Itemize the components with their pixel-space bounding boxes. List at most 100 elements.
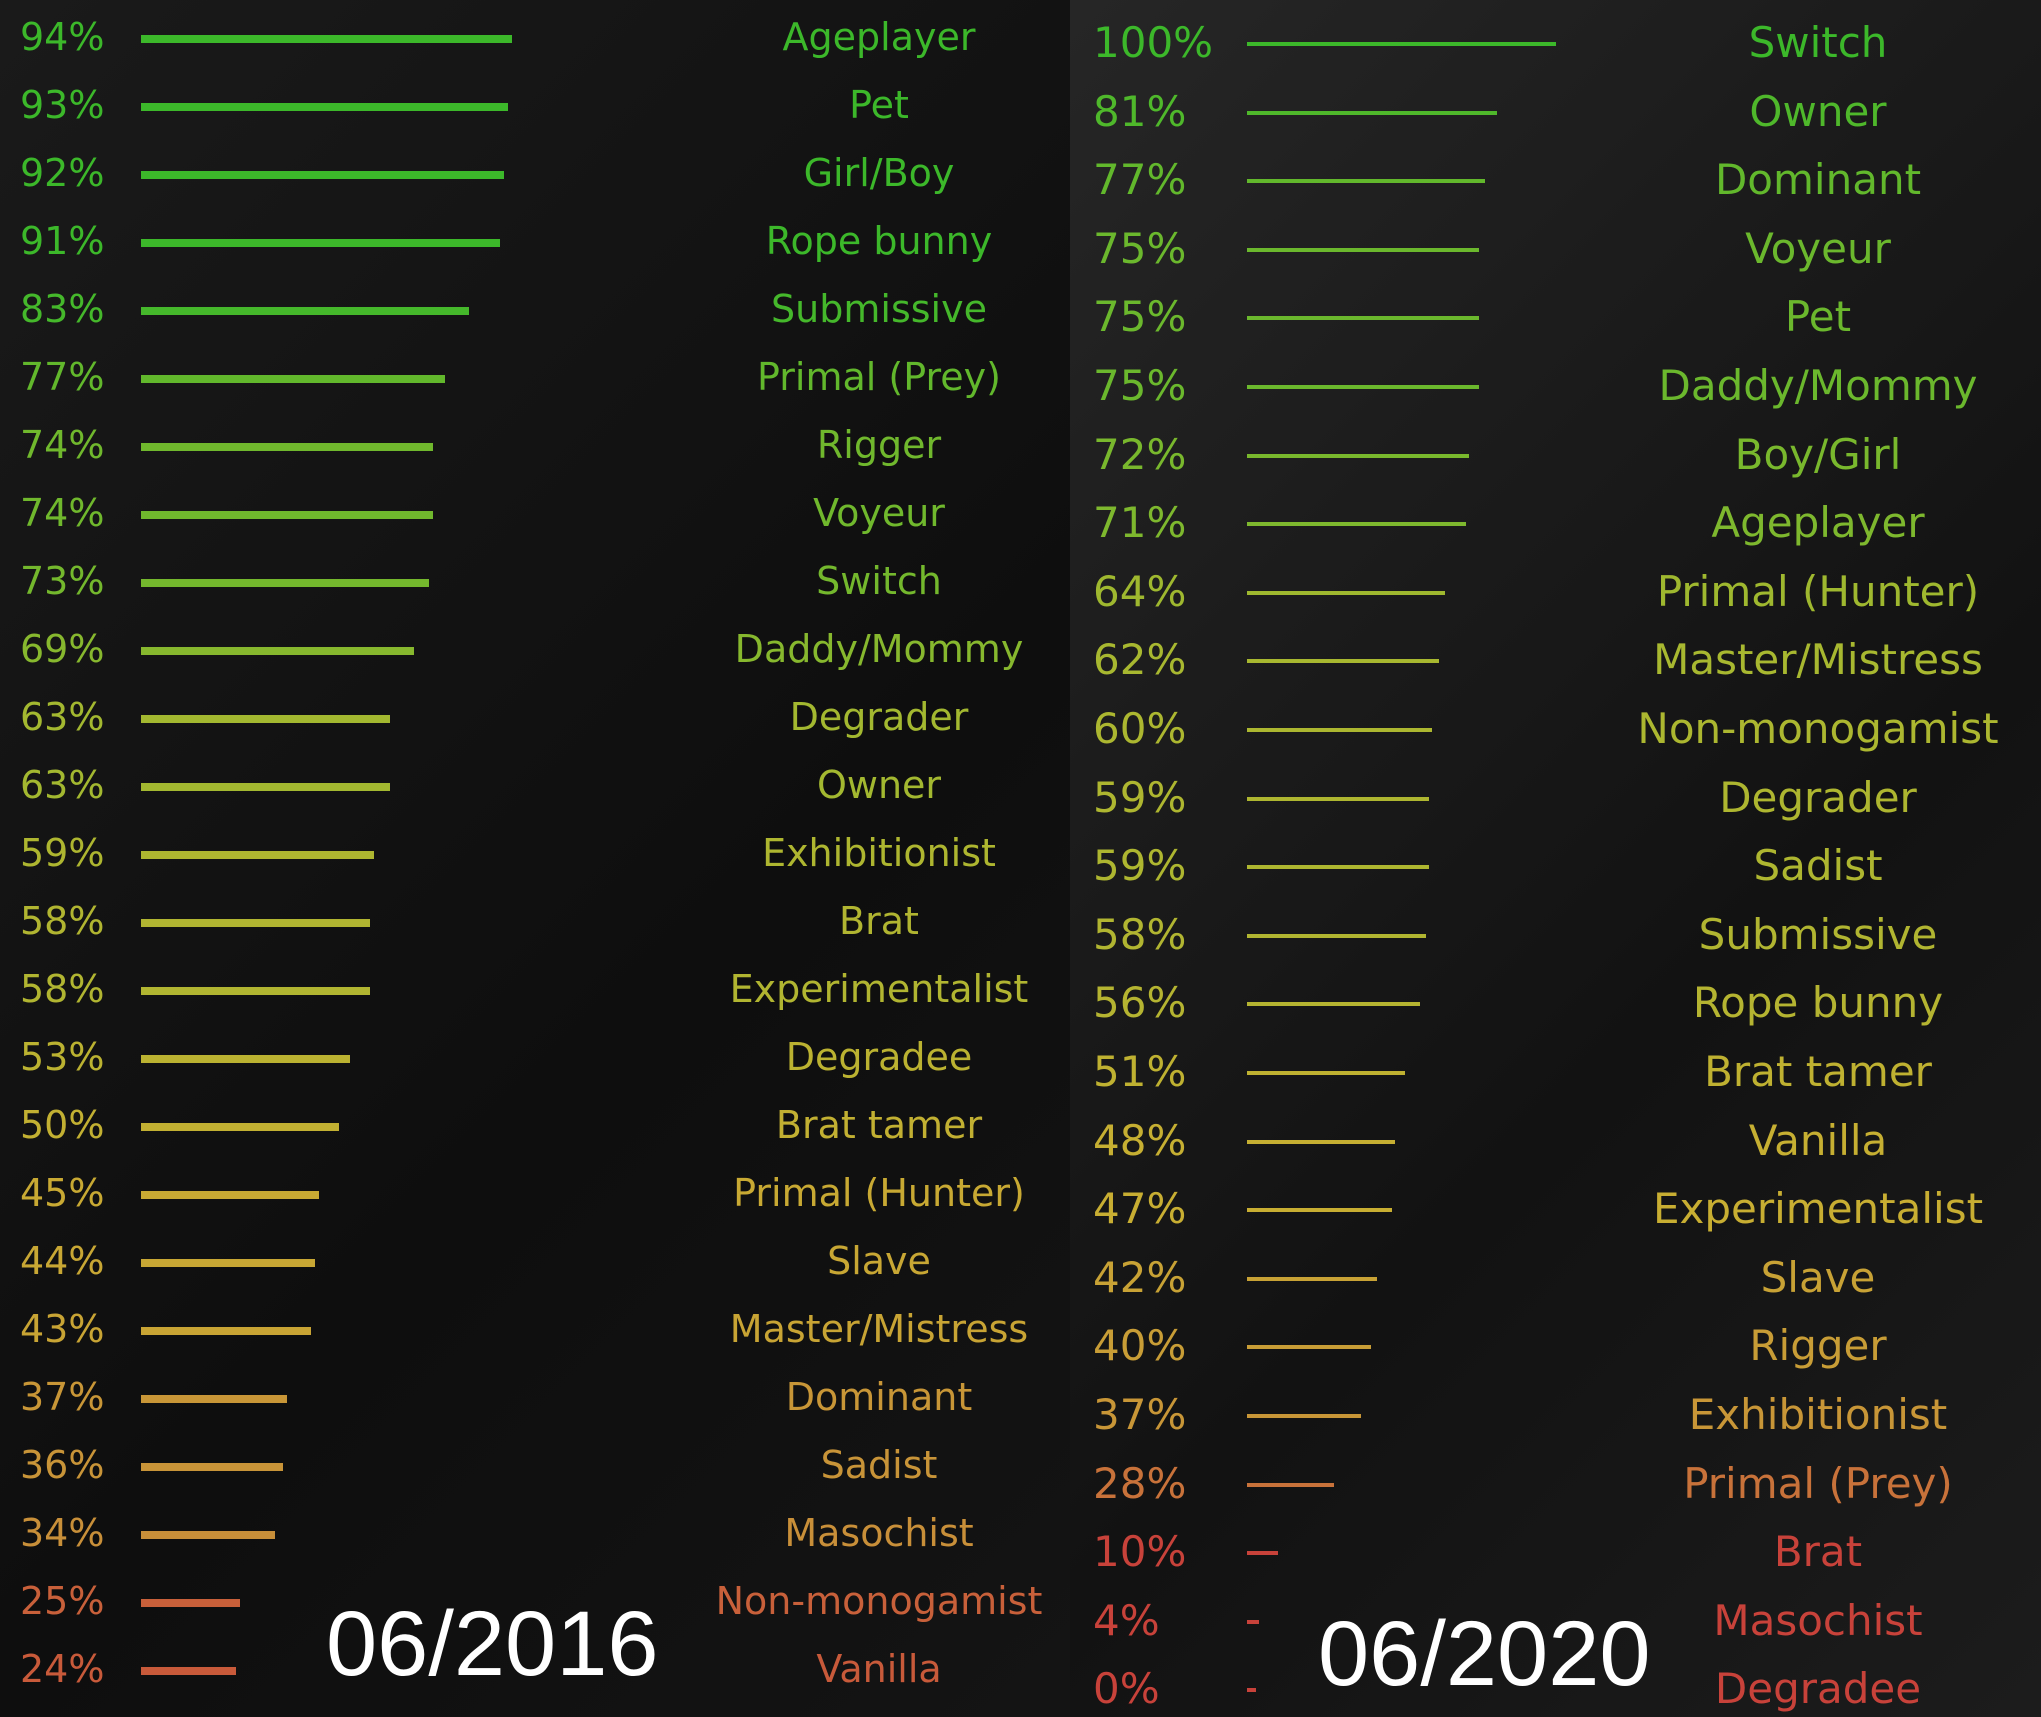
value-label: 45% bbox=[20, 1171, 105, 1216]
bar bbox=[141, 239, 501, 247]
chart-title-2016: 06/2016 bbox=[326, 1593, 659, 1695]
bar bbox=[141, 35, 513, 43]
bar bbox=[141, 1395, 288, 1403]
bar bbox=[141, 375, 446, 383]
category-label: Ageplayer bbox=[782, 15, 976, 60]
bar bbox=[1247, 110, 1498, 115]
value-label: 71% bbox=[1093, 498, 1187, 548]
category-label: Pet bbox=[1784, 292, 1852, 342]
chart-2020: 100% Switch 81% Owner 77% Dominant 75% Voyeur 75… bbox=[1070, 0, 2041, 1717]
category-label: Rope bunny bbox=[1692, 978, 1944, 1028]
value-label: 100% bbox=[1093, 17, 1214, 67]
value-label: 10% bbox=[1093, 1527, 1187, 1577]
value-label: 4% bbox=[1093, 1595, 1160, 1645]
category-label: Voyeur bbox=[813, 491, 945, 536]
category-label: Dominant bbox=[785, 1375, 973, 1420]
bar bbox=[141, 1259, 315, 1267]
category-label: Rigger bbox=[816, 423, 942, 468]
category-label: Exhibitionist bbox=[1688, 1389, 1948, 1439]
category-label: Experimentalist bbox=[729, 967, 1029, 1012]
bar bbox=[1247, 590, 1445, 595]
value-label: 64% bbox=[1093, 566, 1187, 616]
value-label: 93% bbox=[20, 83, 105, 128]
chart-title-2020: 06/2020 bbox=[1318, 1603, 1651, 1705]
value-label: 75% bbox=[1093, 360, 1187, 410]
category-label: Boy/Girl bbox=[1734, 429, 1902, 479]
value-label: 44% bbox=[20, 1239, 105, 1284]
category-label: Sadist bbox=[820, 1443, 938, 1488]
category-label: Voyeur bbox=[1745, 223, 1891, 273]
value-label: 25% bbox=[20, 1579, 105, 1624]
bar bbox=[141, 783, 390, 791]
category-label: Masochist bbox=[784, 1511, 974, 1556]
bar bbox=[1247, 728, 1433, 732]
bar bbox=[1247, 453, 1470, 458]
bar bbox=[141, 1191, 319, 1199]
bar bbox=[141, 715, 390, 723]
category-label: Exhibitionist bbox=[762, 831, 996, 876]
value-label: 81% bbox=[1093, 86, 1187, 136]
value-label: 74% bbox=[20, 491, 105, 536]
value-label: 75% bbox=[1093, 292, 1187, 342]
category-label: Vanilla bbox=[1748, 1115, 1888, 1165]
value-label: 42% bbox=[1093, 1252, 1187, 1302]
category-label: Rope bunny bbox=[765, 219, 993, 264]
value-label: 59% bbox=[20, 831, 105, 876]
category-label: Experimentalist bbox=[1652, 1184, 1984, 1234]
value-label: 77% bbox=[1093, 155, 1187, 205]
value-label: 83% bbox=[20, 287, 105, 332]
bar bbox=[1247, 247, 1479, 252]
category-label: Masochist bbox=[1713, 1595, 1923, 1645]
category-label: Primal (Prey) bbox=[757, 355, 1001, 400]
value-label: 28% bbox=[1093, 1458, 1187, 1508]
bar bbox=[141, 1327, 311, 1335]
value-label: 75% bbox=[1093, 223, 1187, 273]
category-label: Submissive bbox=[1698, 909, 1938, 959]
bar bbox=[1247, 1002, 1421, 1007]
category-label: Degrader bbox=[1719, 772, 1917, 822]
value-label: 40% bbox=[1093, 1321, 1187, 1371]
value-label: 47% bbox=[1093, 1184, 1187, 1234]
bar bbox=[141, 1667, 236, 1675]
value-label: 77% bbox=[20, 355, 105, 400]
category-label: Master/Mistress bbox=[729, 1307, 1029, 1352]
value-label: 69% bbox=[20, 627, 105, 672]
value-label: 51% bbox=[1093, 1046, 1187, 1096]
bar bbox=[1247, 42, 1556, 46]
value-label: 43% bbox=[20, 1307, 105, 1352]
bar bbox=[141, 987, 371, 995]
category-label: Slave bbox=[827, 1239, 931, 1284]
value-label: 63% bbox=[20, 763, 105, 808]
bar bbox=[141, 443, 434, 451]
value-label: 92% bbox=[20, 151, 105, 196]
category-label: Degrader bbox=[789, 695, 969, 740]
category-label: Switch bbox=[816, 559, 942, 604]
value-label: 37% bbox=[1093, 1389, 1187, 1439]
bar bbox=[141, 307, 469, 315]
value-label: 48% bbox=[1093, 1115, 1187, 1165]
category-label: Degradee bbox=[785, 1035, 973, 1080]
bar bbox=[1247, 796, 1430, 801]
chart-2016: 94% Ageplayer 93% Pet 92% Girl/Boy 91% Rope bun… bbox=[0, 0, 1070, 1717]
bar bbox=[141, 1055, 351, 1063]
category-label: Girl/Boy bbox=[803, 151, 955, 196]
value-label: 63% bbox=[20, 695, 105, 740]
value-label: 60% bbox=[1093, 703, 1187, 753]
value-label: 58% bbox=[20, 899, 105, 944]
bar bbox=[141, 579, 430, 587]
bar bbox=[1247, 1551, 1278, 1556]
value-label: 59% bbox=[1093, 772, 1187, 822]
bar bbox=[141, 851, 375, 859]
bar bbox=[141, 103, 509, 111]
value-label: 58% bbox=[20, 967, 105, 1012]
category-label: Degradee bbox=[1714, 1664, 1922, 1714]
category-label: Ageplayer bbox=[1711, 498, 1925, 548]
bar bbox=[141, 1599, 240, 1607]
category-label: Primal (Prey) bbox=[1683, 1458, 1953, 1508]
bar bbox=[1247, 1414, 1362, 1418]
category-label: Brat tamer bbox=[775, 1103, 983, 1148]
category-label: Pet bbox=[849, 83, 909, 128]
value-label: 74% bbox=[20, 423, 105, 468]
value-label: 62% bbox=[1093, 635, 1187, 685]
bar bbox=[141, 1531, 276, 1539]
